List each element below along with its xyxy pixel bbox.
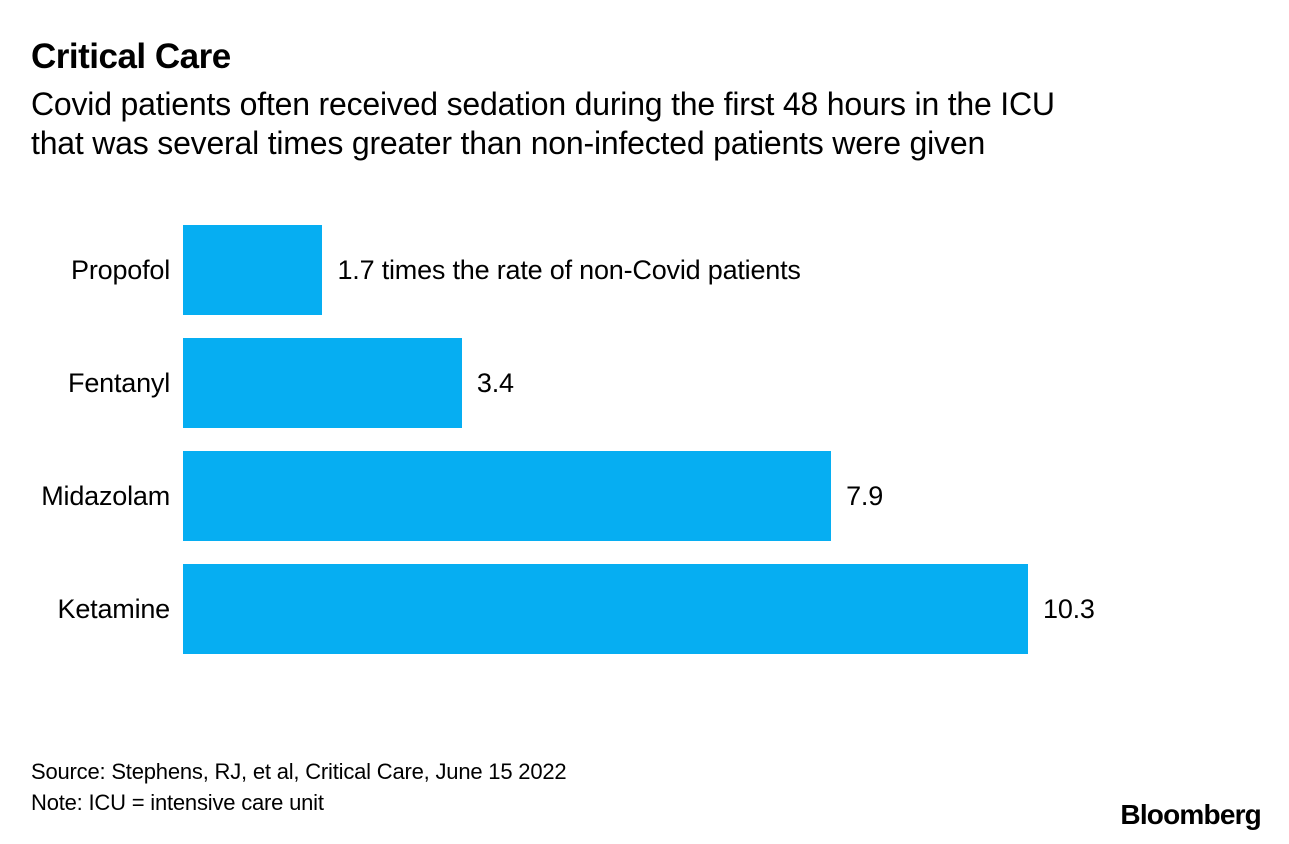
category-label: Propofol <box>71 254 170 285</box>
bar-track: 1.7 times the rate of non-Covid patients <box>183 225 1028 315</box>
bar-fentanyl <box>183 338 462 428</box>
chart-title: Critical Care <box>31 37 231 76</box>
bar-track: 3.4 <box>183 338 1028 428</box>
value-label: 1.7 times the rate of non-Covid patients <box>337 254 801 285</box>
bar-track: 7.9 <box>183 451 1028 541</box>
bar-row-midazolam: Midazolam 7.9 <box>0 451 1289 541</box>
category-label: Fentanyl <box>68 367 170 398</box>
category-label: Midazolam <box>41 480 170 511</box>
value-label: 10.3 <box>1043 593 1095 624</box>
bar-row-propofol: Propofol 1.7 times the rate of non-Covid… <box>0 225 1289 315</box>
subtitle-line-1: Covid patients often received sedation d… <box>31 86 1055 122</box>
bloomberg-logo: Bloomberg <box>1120 799 1261 830</box>
bar-midazolam <box>183 451 832 541</box>
bar-row-ketamine: Ketamine 10.3 <box>0 564 1289 654</box>
bar-ketamine <box>183 564 1028 654</box>
chart-header: Critical Care Covid patients often recei… <box>31 36 1261 163</box>
source-line: Source: Stephens, RJ, et al, Critical Ca… <box>31 759 567 784</box>
note-line: Note: ICU = intensive care unit <box>31 790 324 815</box>
bar-chart: Propofol 1.7 times the rate of non-Covid… <box>0 225 1289 677</box>
bar-propofol <box>183 225 323 315</box>
value-label: 3.4 <box>476 367 514 398</box>
category-label: Ketamine <box>57 593 171 624</box>
chart-footer: Source: Stephens, RJ, et al, Critical Ca… <box>31 756 567 818</box>
subtitle-line-2: that was several times greater than non-… <box>31 125 986 161</box>
bar-row-fentanyl: Fentanyl 3.4 <box>0 338 1289 428</box>
value-label: 7.9 <box>846 480 884 511</box>
bar-track: 10.3 <box>183 564 1095 654</box>
chart-subtitle: Covid patients often received sedation d… <box>31 85 1261 163</box>
